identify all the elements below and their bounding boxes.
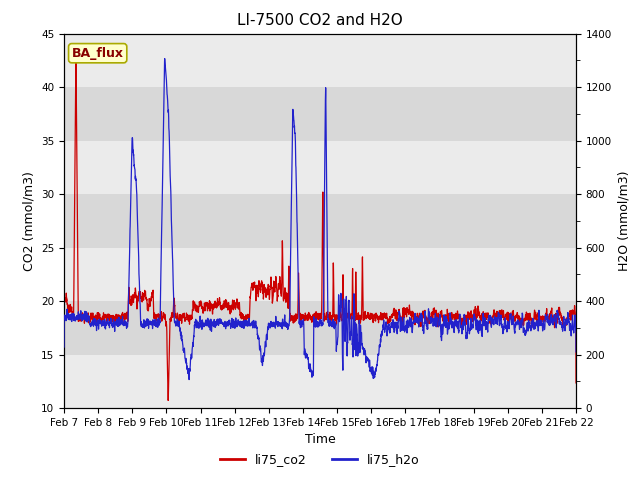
Bar [64,301,576,355]
Bar [64,141,576,194]
Bar [64,194,576,248]
Bar [64,248,576,301]
Text: BA_flux: BA_flux [72,47,124,60]
X-axis label: Time: Time [305,433,335,446]
Legend: li75_co2, li75_h2o: li75_co2, li75_h2o [215,448,425,471]
Bar [64,87,576,141]
Y-axis label: H2O (mmol/m3): H2O (mmol/m3) [618,170,630,271]
Y-axis label: CO2 (mmol/m3): CO2 (mmol/m3) [22,171,35,271]
Bar [64,34,576,87]
Title: LI-7500 CO2 and H2O: LI-7500 CO2 and H2O [237,13,403,28]
Bar [64,355,576,408]
